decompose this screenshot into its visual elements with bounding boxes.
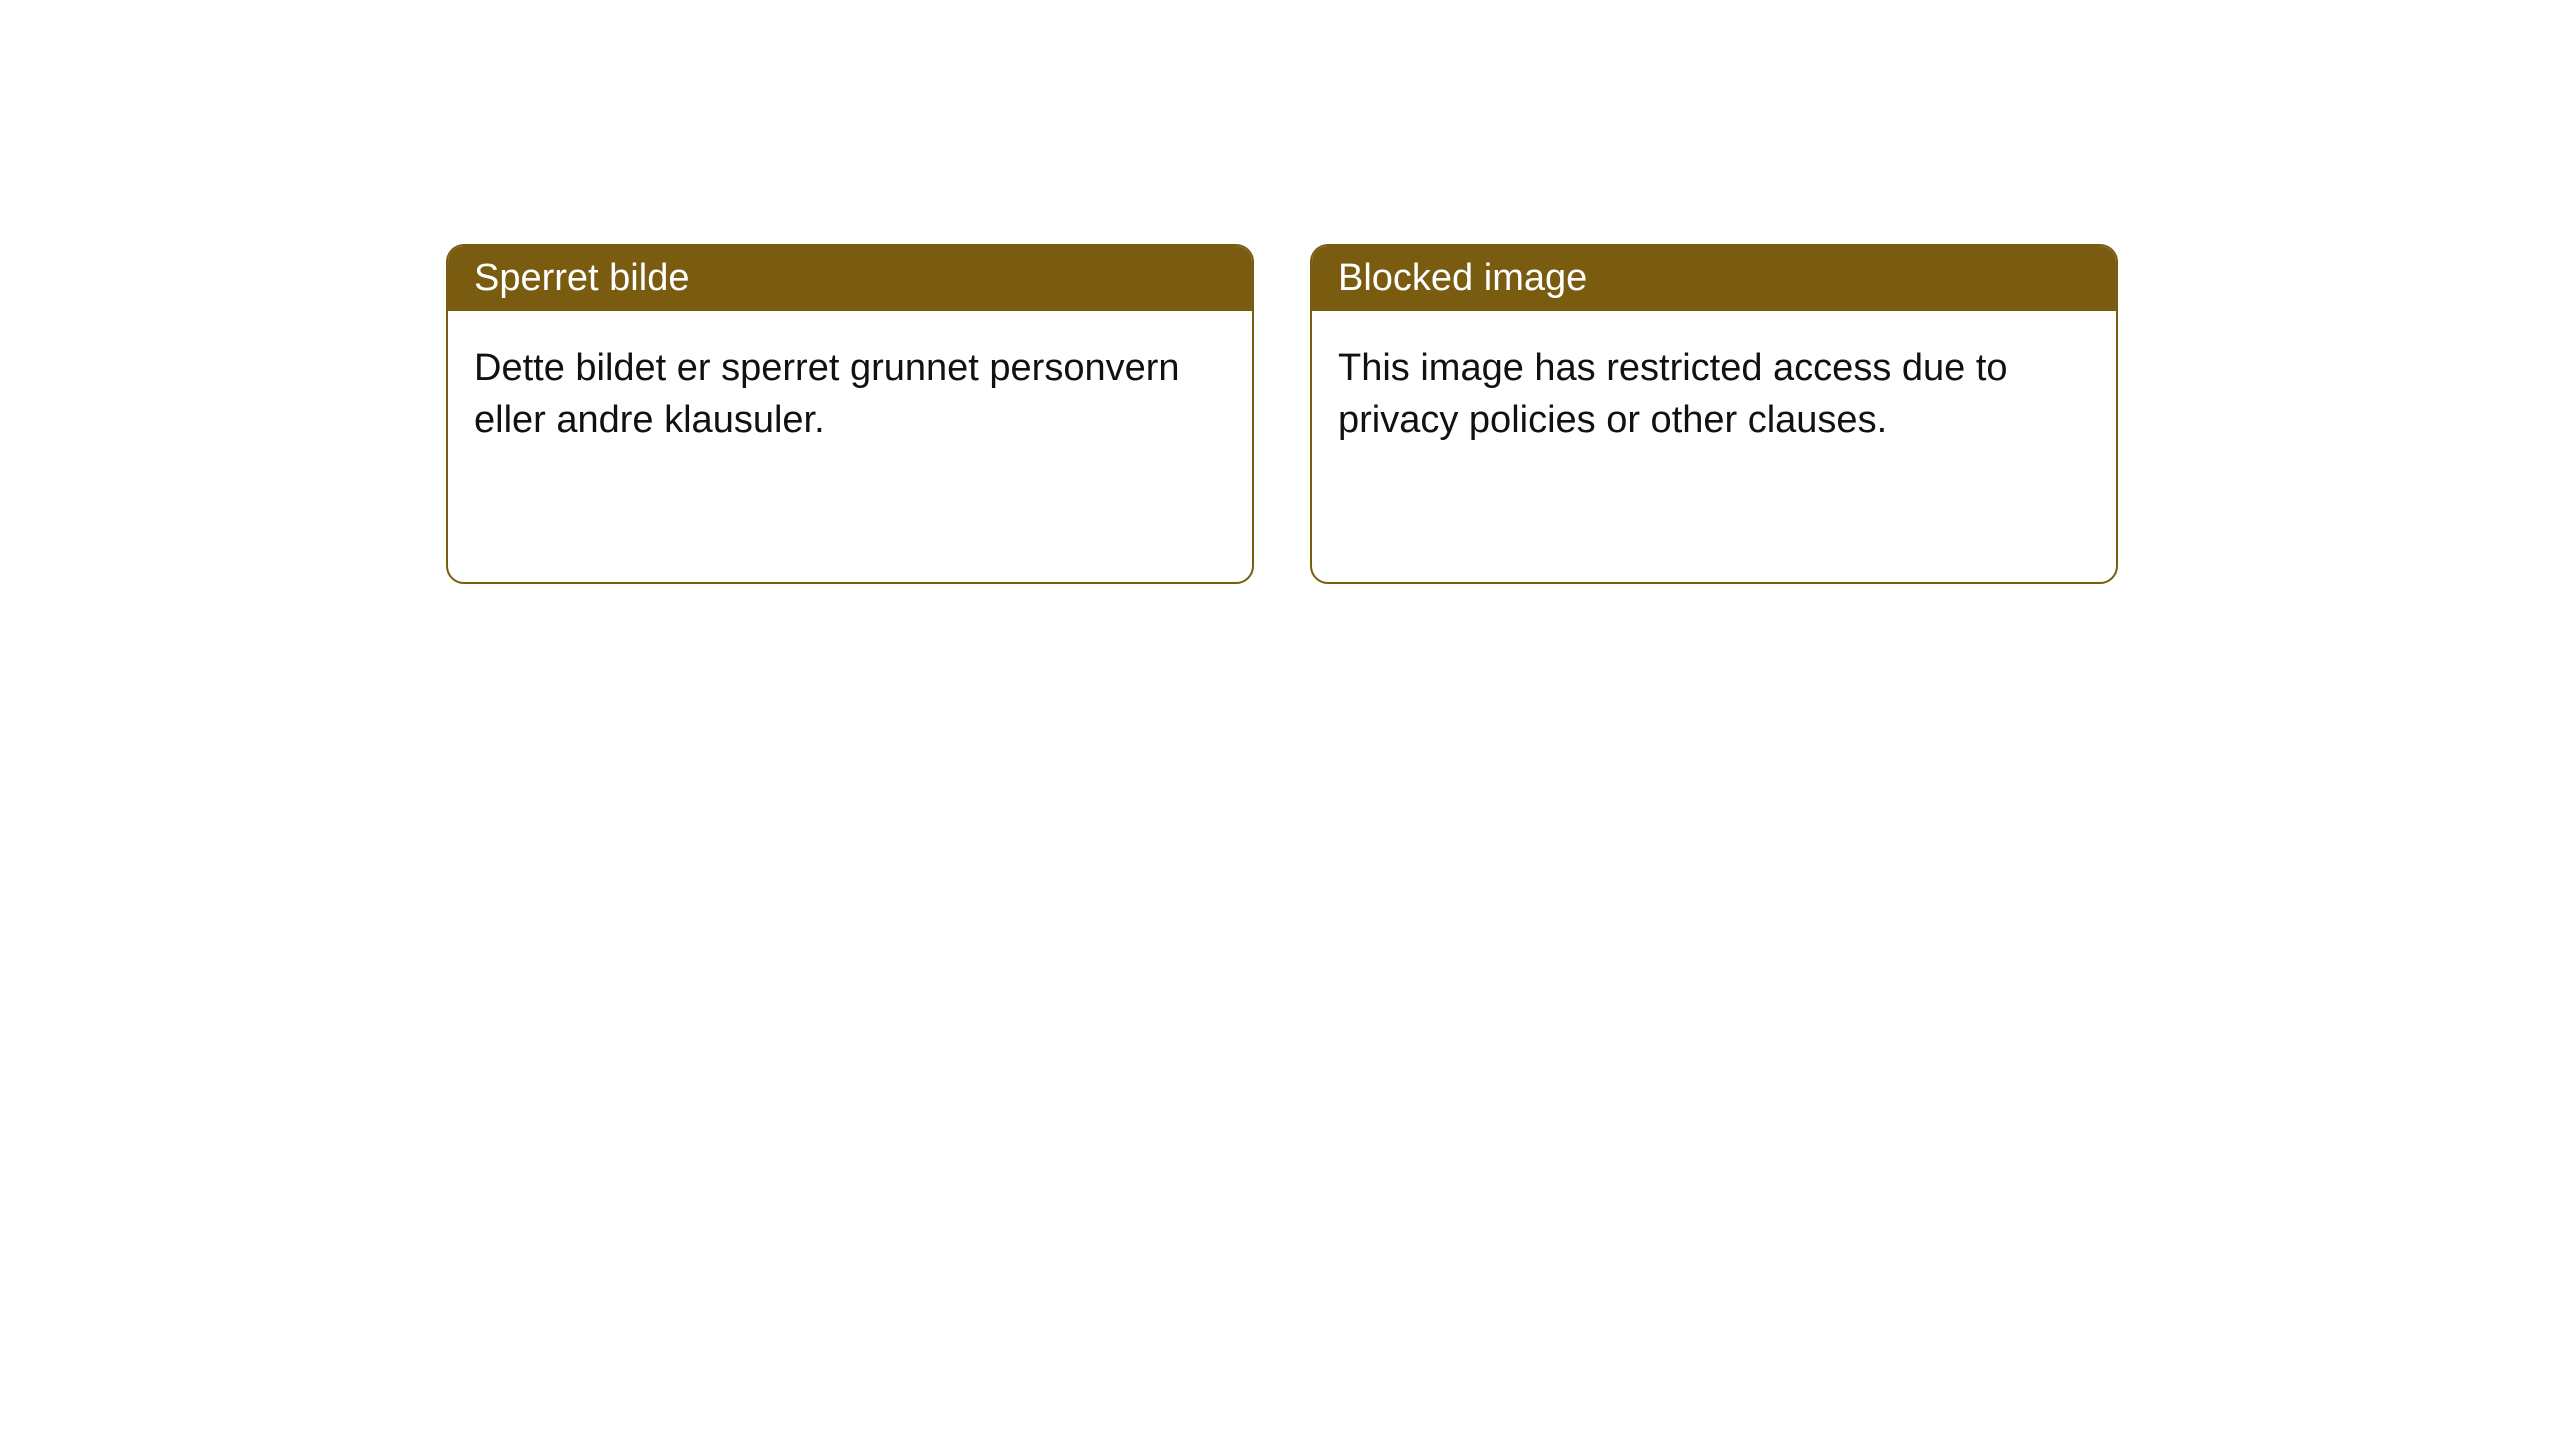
notice-box-norwegian: Sperret bilde Dette bildet er sperret gr… (446, 244, 1254, 584)
notice-body-text: Dette bildet er sperret grunnet personve… (448, 311, 1252, 478)
notice-body-text: This image has restricted access due to … (1312, 311, 2116, 478)
notice-container: Sperret bilde Dette bildet er sperret gr… (0, 0, 2560, 584)
notice-title: Sperret bilde (448, 246, 1252, 311)
notice-title: Blocked image (1312, 246, 2116, 311)
notice-box-english: Blocked image This image has restricted … (1310, 244, 2118, 584)
